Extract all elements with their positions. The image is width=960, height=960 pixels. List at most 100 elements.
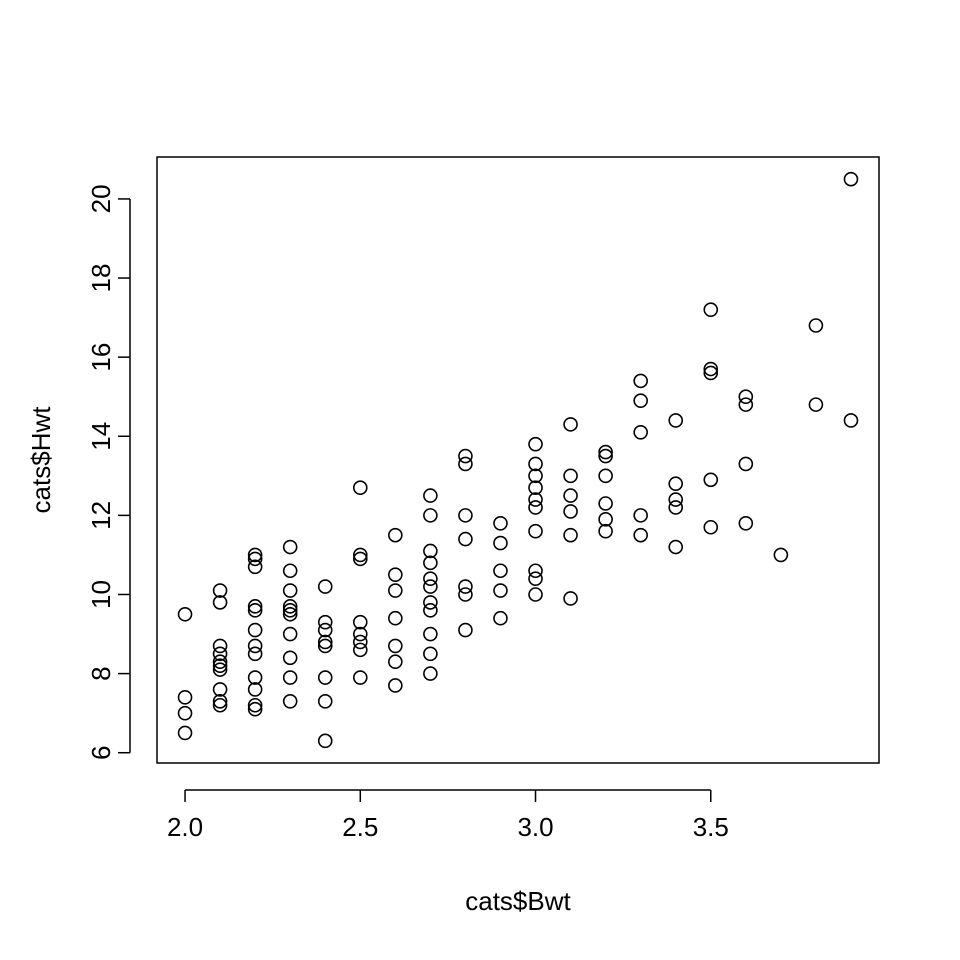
data-point: [352, 480, 368, 495]
data-point: [528, 500, 543, 515]
data-point: [668, 539, 684, 555]
data-point: [458, 456, 473, 472]
data-point: [703, 519, 719, 535]
data-point: [282, 693, 298, 709]
data-point: [212, 583, 228, 598]
y-tick-label: 18: [86, 264, 116, 293]
data-point: [317, 614, 333, 630]
data-point: [843, 413, 859, 428]
data-point: [423, 603, 438, 618]
data-point: [598, 444, 613, 460]
data-point: [703, 365, 719, 381]
data-point: [282, 603, 298, 618]
y-tick-label: 14: [86, 422, 116, 451]
data-point: [352, 634, 368, 650]
x-axis: 2.0 2.5 3.0 3.5: [167, 789, 729, 842]
data-point: [493, 535, 508, 551]
x-tick-label: 2.0: [167, 812, 203, 842]
data-point: [563, 527, 578, 543]
data-point: [738, 456, 754, 472]
y-axis-title: cats$Hwt: [26, 406, 56, 514]
data-point: [352, 626, 368, 642]
data-point: [808, 318, 824, 333]
data-point: [212, 697, 228, 713]
data-point: [843, 171, 859, 187]
data-point: [528, 587, 543, 602]
data-point: [212, 595, 228, 610]
data-point: [458, 448, 473, 464]
data-point: [633, 393, 648, 408]
data-point: [247, 638, 263, 654]
data-point: [212, 654, 228, 670]
data-point: [528, 492, 543, 507]
data-point: [598, 523, 613, 539]
data-point: [212, 646, 228, 662]
data-point: [247, 622, 263, 638]
data-point: [388, 583, 403, 598]
data-point: [247, 670, 263, 685]
data-point: [528, 563, 543, 579]
data-point: [282, 650, 298, 666]
data-point: [528, 468, 543, 484]
y-tick-label: 6: [86, 745, 116, 759]
data-point: [633, 527, 648, 543]
data-point: [633, 508, 648, 523]
data-point: [458, 508, 473, 523]
data-point: [247, 559, 263, 575]
data-point: [388, 638, 403, 654]
data-point: [563, 504, 578, 519]
data-point: [563, 488, 578, 503]
data-point: [703, 302, 719, 317]
data-point: [352, 614, 368, 630]
data-point: [282, 626, 298, 642]
data-point: [212, 658, 228, 673]
data-point: [668, 492, 684, 507]
data-point: [598, 468, 613, 484]
data-point: [493, 583, 508, 598]
data-point: [528, 480, 543, 495]
data-point: [423, 571, 438, 586]
y-tick-label: 12: [86, 501, 116, 530]
data-point: [423, 646, 438, 662]
data-point: [703, 472, 719, 488]
data-point: [247, 697, 263, 713]
data-point: [423, 666, 438, 681]
data-point: [528, 571, 543, 586]
data-point: [423, 488, 438, 503]
data-point: [212, 662, 228, 677]
data-point: [317, 733, 333, 749]
data-point: [458, 579, 473, 594]
data-point: [598, 512, 613, 527]
data-point: [423, 555, 438, 571]
data-point: [388, 678, 403, 693]
data-point: [598, 448, 613, 464]
data-point: [212, 638, 228, 654]
data-point: [317, 579, 333, 594]
data-point: [493, 563, 508, 579]
data-point: [388, 654, 403, 670]
data-point: [282, 606, 298, 622]
data-point: [738, 397, 754, 412]
data-point: [598, 496, 613, 511]
data-point: [458, 531, 473, 547]
data-point: [563, 591, 578, 606]
data-point: [493, 515, 508, 531]
data-point: [633, 425, 648, 440]
data-point: [808, 397, 824, 412]
data-point: [423, 579, 438, 594]
data-point: [352, 670, 368, 685]
data-point: [423, 543, 438, 559]
data-point: [317, 693, 333, 709]
data-point: [247, 646, 263, 662]
x-tick-label: 3.0: [517, 812, 553, 842]
data-point: [528, 456, 543, 472]
data-point: [773, 547, 789, 563]
data-point: [247, 551, 263, 567]
x-tick-label: 2.5: [342, 812, 378, 842]
data-point: [317, 670, 333, 685]
data-point: [282, 599, 298, 614]
y-axis: 6 8 10 12 14 16 18 20: [86, 184, 131, 760]
data-point: [668, 413, 684, 428]
